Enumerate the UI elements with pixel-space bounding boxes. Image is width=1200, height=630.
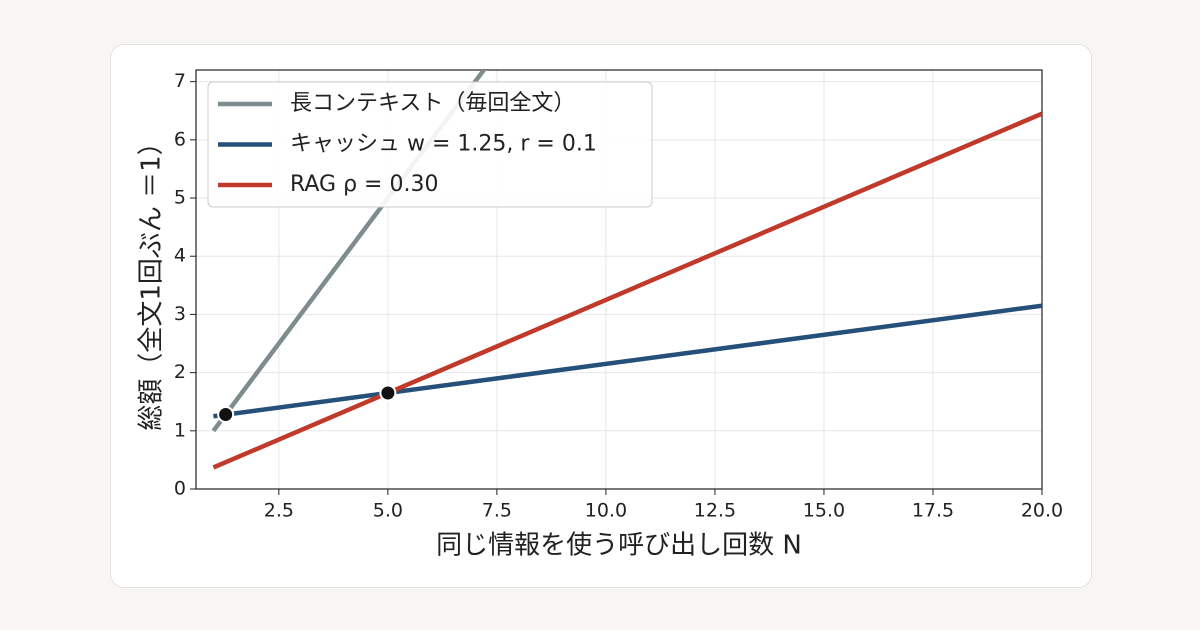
x-tick-label: 20.0 bbox=[1021, 500, 1063, 522]
x-tick-label: 12.5 bbox=[694, 500, 736, 522]
series-line bbox=[213, 303, 1042, 419]
plot-area bbox=[211, 70, 1042, 470]
y-tick-label: 6 bbox=[174, 128, 186, 150]
y-tick-label: 4 bbox=[174, 245, 186, 267]
x-axis-label: 同じ情報を使う呼び出し回数 N bbox=[436, 531, 802, 561]
x-tick-label: 5.0 bbox=[373, 500, 403, 522]
intersection-point bbox=[379, 384, 397, 402]
plot-frame bbox=[195, 69, 1043, 490]
y-tick-label: 0 bbox=[174, 478, 186, 500]
y-tick-label: 1 bbox=[174, 419, 186, 441]
y-tick-label: 2 bbox=[174, 361, 186, 383]
legend-box bbox=[207, 81, 653, 208]
x-tick-label: 17.5 bbox=[912, 500, 954, 522]
intersection-point bbox=[217, 406, 235, 424]
x-tick-label: 7.5 bbox=[482, 500, 512, 522]
x-tick-label: 2.5 bbox=[264, 500, 294, 522]
y-tick-label: 7 bbox=[174, 70, 186, 92]
legend-label: キャッシュ w = 1.25, r = 0.1 bbox=[290, 132, 597, 157]
legend-label: RAG ρ = 0.30 bbox=[290, 172, 438, 197]
legend-label: 長コンテキスト（毎回全文） bbox=[290, 91, 575, 116]
series-line bbox=[212, 111, 1042, 470]
x-tick-label: 15.0 bbox=[803, 500, 845, 522]
y-axis-label: 総額（全文1回ぶん ＝1） bbox=[137, 129, 167, 430]
series-line bbox=[211, 70, 487, 433]
y-tick-label: 3 bbox=[174, 303, 186, 325]
y-tick-label: 5 bbox=[174, 187, 186, 209]
x-tick-label: 10.0 bbox=[585, 500, 627, 522]
